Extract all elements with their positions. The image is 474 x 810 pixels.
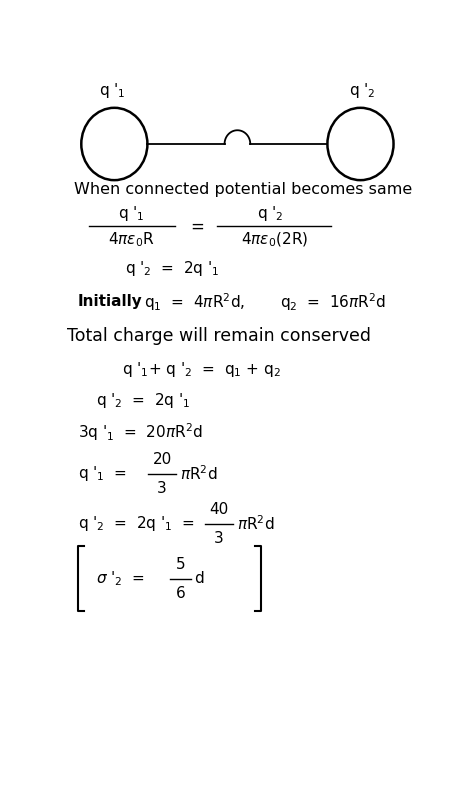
Text: 3: 3 <box>157 481 167 496</box>
Text: q$_2$  =  16$\pi$R$^2$d: q$_2$ = 16$\pi$R$^2$d <box>280 291 386 313</box>
Text: q '$_1$+ q '$_2$  =  q$_1$ + q$_2$: q '$_1$+ q '$_2$ = q$_1$ + q$_2$ <box>122 360 281 378</box>
Text: q '$_2$  =  2q '$_1$: q '$_2$ = 2q '$_1$ <box>125 259 220 278</box>
Text: 3: 3 <box>214 531 224 546</box>
Text: Total charge will remain conserved: Total charge will remain conserved <box>66 327 371 345</box>
Text: 20: 20 <box>153 452 172 467</box>
Text: q '$_2$  =  2q '$_1$  =: q '$_2$ = 2q '$_1$ = <box>78 514 194 533</box>
Text: q '$_2$: q '$_2$ <box>257 204 284 224</box>
Text: 6: 6 <box>175 586 185 600</box>
Text: When connected potential becomes same: When connected potential becomes same <box>74 182 412 197</box>
Text: q '$_1$  =: q '$_1$ = <box>78 464 127 484</box>
Text: Initially: Initially <box>78 294 142 309</box>
Text: q '$_2$: q '$_2$ <box>349 81 375 100</box>
Text: q '$_2$  =  2q '$_1$: q '$_2$ = 2q '$_1$ <box>96 391 191 411</box>
Text: $\pi$R$^2$d: $\pi$R$^2$d <box>180 465 217 484</box>
Text: 4$\pi\varepsilon_0$(2R): 4$\pi\varepsilon_0$(2R) <box>240 231 308 249</box>
Text: =: = <box>190 217 204 236</box>
Text: d: d <box>194 571 204 586</box>
Text: q '$_1$: q '$_1$ <box>118 204 144 224</box>
Text: $\pi$R$^2$d: $\pi$R$^2$d <box>237 514 274 533</box>
Text: 40: 40 <box>210 502 228 517</box>
Text: 5: 5 <box>176 556 185 572</box>
Text: 3q '$_1$  =  20$\pi$R$^2$d: 3q '$_1$ = 20$\pi$R$^2$d <box>78 421 202 443</box>
Text: 4$\pi\varepsilon_0$R: 4$\pi\varepsilon_0$R <box>109 231 155 249</box>
Text: q '$_1$: q '$_1$ <box>99 81 126 100</box>
Text: q$_1$  =  4$\pi$R$^2$d,: q$_1$ = 4$\pi$R$^2$d, <box>144 291 245 313</box>
Text: $\sigma$ '$_2$  =: $\sigma$ '$_2$ = <box>96 569 145 588</box>
